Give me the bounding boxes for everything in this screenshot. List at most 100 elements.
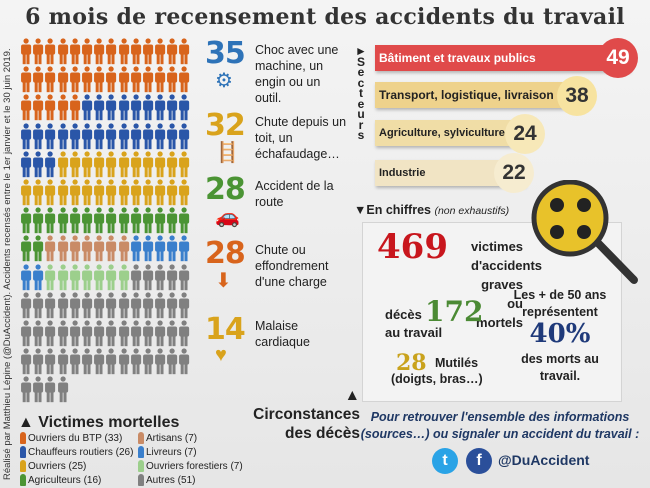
person-icon bbox=[69, 66, 80, 93]
person-icon bbox=[33, 207, 44, 234]
twitter-handle[interactable]: @DuAccident bbox=[498, 452, 590, 468]
person-icon bbox=[130, 292, 141, 318]
facebook-icon[interactable]: f bbox=[466, 448, 492, 474]
person-icon bbox=[167, 263, 178, 290]
person-icon bbox=[130, 207, 141, 234]
person-icon bbox=[130, 235, 141, 262]
sector-value: 24 bbox=[505, 114, 545, 154]
person-icon bbox=[155, 122, 166, 149]
person-icon bbox=[33, 38, 44, 65]
person-icon bbox=[106, 263, 117, 290]
circumstance-icon: ⬇ bbox=[215, 270, 232, 292]
person-icon bbox=[45, 320, 56, 347]
person-icon bbox=[45, 38, 56, 65]
person-icon bbox=[57, 66, 68, 93]
legend-item: Ouvriers forestiers (7) bbox=[138, 460, 258, 472]
person-icon bbox=[21, 376, 32, 403]
person-icon bbox=[33, 292, 44, 318]
person-icon bbox=[179, 320, 190, 347]
circumstance-count: 32 bbox=[205, 108, 246, 143]
person-icon bbox=[57, 207, 68, 234]
legend-label: Autres (51) bbox=[146, 474, 196, 486]
person-icon bbox=[106, 66, 117, 93]
person-icon bbox=[69, 292, 80, 318]
person-icon bbox=[69, 263, 80, 290]
person-icon bbox=[155, 207, 166, 234]
person-icon bbox=[167, 235, 178, 262]
credit-text: Réalisé par Matthieu Lépine (@DuAccident… bbox=[2, 48, 13, 480]
sector-label: Bâtiment et travaux publics bbox=[379, 51, 536, 65]
person-icon bbox=[21, 320, 32, 347]
person-icon bbox=[94, 66, 105, 93]
person-icon bbox=[21, 94, 32, 121]
person-icon bbox=[130, 348, 141, 375]
twitter-icon[interactable]: t bbox=[432, 448, 458, 474]
person-icon bbox=[33, 376, 44, 403]
person-icon bbox=[45, 292, 56, 318]
circumstance-count: 35 bbox=[205, 36, 246, 71]
circumstance-icon: 🪜 bbox=[215, 142, 240, 164]
person-icon bbox=[118, 151, 129, 177]
person-icon bbox=[21, 292, 32, 318]
person-icon bbox=[69, 320, 80, 347]
circumstance-item: 35 ⚙ Choc avec une machine, un engin ou … bbox=[205, 36, 350, 106]
person-icon bbox=[130, 94, 141, 121]
person-icon bbox=[81, 263, 93, 290]
person-icon bbox=[155, 38, 166, 65]
person-icon bbox=[155, 235, 166, 262]
legend-item: Livreurs (7) bbox=[138, 446, 258, 458]
victims-heading: ▲ Victimes mortelles bbox=[18, 414, 180, 431]
person-icon bbox=[118, 38, 129, 65]
sector-value: 22 bbox=[494, 153, 534, 193]
legend-item: Autres (51) bbox=[138, 474, 258, 486]
person-icon bbox=[130, 66, 141, 93]
circumstance-icon: 🚗 bbox=[215, 206, 240, 228]
person-icon bbox=[57, 320, 68, 347]
person-icon bbox=[106, 151, 117, 177]
person-icon bbox=[167, 320, 178, 347]
person-icon bbox=[167, 151, 178, 177]
person-icon bbox=[81, 122, 93, 149]
age-post: des morts au travail. bbox=[521, 352, 599, 383]
person-icon bbox=[142, 292, 154, 318]
person-icon bbox=[21, 38, 32, 65]
person-icon bbox=[167, 94, 178, 121]
legend-item: Ouvriers du BTP (33) bbox=[20, 432, 138, 444]
sector-value: 38 bbox=[557, 76, 597, 116]
person-icon bbox=[118, 179, 129, 206]
person-icon bbox=[57, 292, 68, 318]
person-icon bbox=[81, 292, 93, 318]
person-icon bbox=[94, 151, 105, 177]
person-icon bbox=[69, 348, 80, 375]
circumstance-icon: ♥ bbox=[215, 344, 227, 366]
person-icon bbox=[106, 292, 117, 318]
person-icon bbox=[118, 122, 129, 149]
person-icon bbox=[45, 179, 56, 206]
legend-item: Chauffeurs routiers (26) bbox=[20, 446, 138, 458]
person-icon bbox=[94, 348, 105, 375]
person-icon bbox=[167, 179, 178, 206]
person-icon bbox=[142, 348, 154, 375]
person-icon bbox=[142, 94, 154, 121]
deaths-pre: décès bbox=[385, 307, 422, 322]
person-icon bbox=[106, 207, 117, 234]
person-icon bbox=[142, 263, 154, 290]
person-icon bbox=[20, 446, 26, 458]
mutilated-note: (doigts, bras…) bbox=[391, 372, 483, 386]
person-icon bbox=[69, 122, 80, 149]
sector-bar-transport: Transport, logistique, livraison bbox=[375, 82, 585, 108]
person-icon bbox=[155, 151, 166, 177]
person-icon bbox=[155, 94, 166, 121]
person-icon bbox=[57, 122, 68, 149]
person-icon bbox=[94, 235, 105, 262]
person-icon bbox=[94, 292, 105, 318]
victims-text: victimes d'accidents graves ou mortels bbox=[471, 239, 543, 330]
circumstances-heading: ▲ Circonstances des décès bbox=[253, 387, 360, 442]
person-icon bbox=[33, 94, 44, 121]
person-icon bbox=[69, 179, 80, 206]
person-icon bbox=[118, 235, 129, 262]
person-icon bbox=[94, 263, 105, 290]
person-icon bbox=[69, 38, 80, 65]
legend-item: Agriculteurs (16) bbox=[20, 474, 138, 486]
